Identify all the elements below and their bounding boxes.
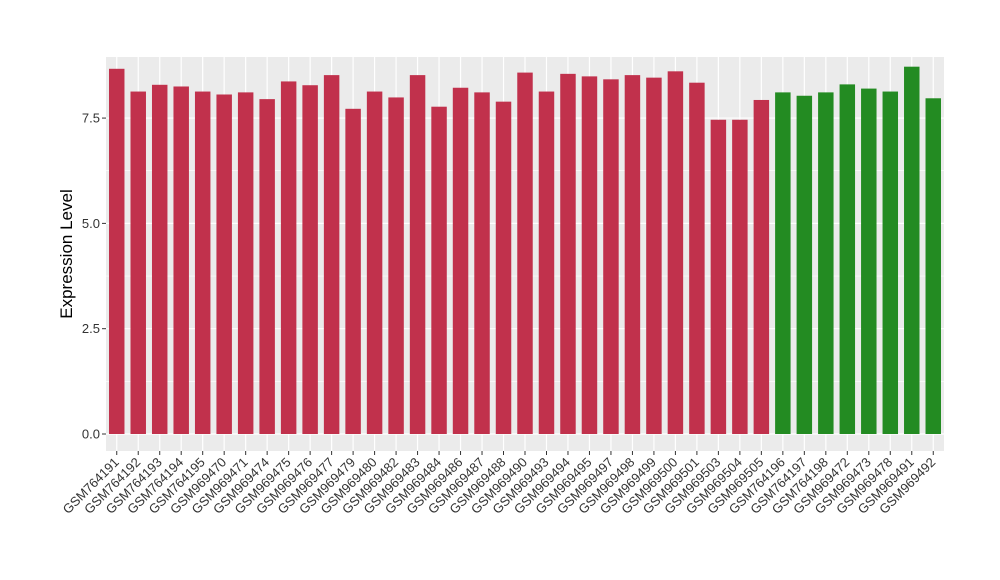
- bar-GSM969477: [323, 75, 340, 434]
- bar-GSM969482: [388, 97, 404, 434]
- bar-GSM764194: [173, 86, 189, 435]
- bar-GSM969476: [302, 85, 318, 434]
- bar-GSM969478: [882, 91, 899, 435]
- y-tick-label: 7.5: [82, 111, 100, 126]
- bar-GSM969495: [581, 76, 598, 435]
- bar-GSM764191: [109, 68, 125, 435]
- bar-GSM969493: [538, 91, 555, 435]
- bar-GSM969486: [452, 87, 469, 434]
- bar-GSM969470: [216, 94, 232, 435]
- bar-GSM969492: [925, 98, 941, 434]
- bar-GSM764193: [151, 84, 168, 434]
- bar-GSM969474: [259, 99, 275, 435]
- y-axis: 0.0 2.5 5.0 7.5: [82, 111, 106, 442]
- bar-GSM969497: [603, 79, 619, 435]
- bar-GSM969490: [517, 72, 533, 434]
- bar-GSM969500: [667, 71, 684, 435]
- bar-GSM969475: [280, 81, 297, 435]
- bar-GSM969504: [732, 119, 748, 435]
- bar-GSM969491: [904, 66, 920, 435]
- bar-GSM969471: [237, 92, 254, 434]
- bar-GSM969479: [345, 108, 361, 435]
- bar-GSM969505: [753, 99, 770, 434]
- bar-GSM969483: [409, 75, 426, 434]
- bars: [109, 66, 941, 435]
- bar-GSM969499: [646, 77, 662, 434]
- bar-GSM969488: [495, 101, 512, 435]
- x-axis: GSM764191GSM764192GSM764193GSM764194GSM7…: [60, 451, 938, 517]
- bar-GSM764192: [130, 91, 146, 435]
- bar-GSM969480: [366, 91, 383, 435]
- y-axis-title: Expression Level: [57, 189, 76, 318]
- bar-GSM969487: [474, 92, 490, 434]
- bar-GSM969494: [560, 73, 576, 435]
- bar-GSM969484: [431, 106, 447, 435]
- bar-GSM969501: [689, 82, 705, 434]
- bar-GSM764198: [818, 92, 834, 434]
- bar-GSM764195: [194, 91, 211, 435]
- bar-GSM969498: [624, 75, 641, 434]
- bar-GSM969473: [861, 88, 877, 435]
- y-tick-label: 2.5: [82, 321, 100, 336]
- bar-GSM969503: [710, 119, 727, 435]
- bar-GSM764197: [796, 95, 813, 434]
- y-tick-label: 0.0: [82, 427, 100, 442]
- bar-GSM969472: [839, 84, 856, 435]
- bar-GSM764196: [775, 92, 791, 434]
- y-tick-label: 5.0: [82, 216, 100, 231]
